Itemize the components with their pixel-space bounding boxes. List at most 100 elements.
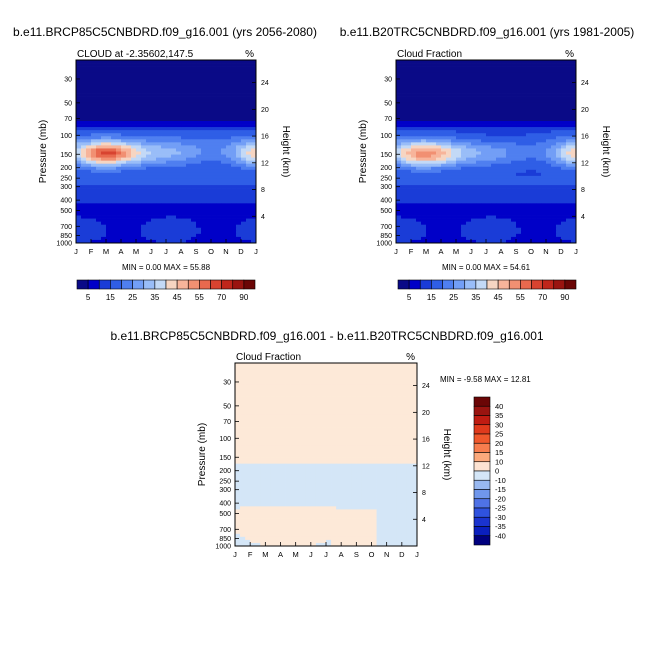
p1-field-cell bbox=[241, 105, 247, 110]
p2-field-cell bbox=[516, 78, 522, 82]
p1-field-cell bbox=[86, 136, 92, 140]
p1-field-cell bbox=[206, 111, 212, 116]
p1-field-cell bbox=[111, 60, 117, 64]
p1-field-cell bbox=[151, 227, 157, 232]
p1-field-cell bbox=[106, 66, 112, 70]
p2-field-cell bbox=[526, 166, 532, 171]
p1-field-cell bbox=[201, 148, 207, 152]
p1-field-cell bbox=[131, 63, 137, 67]
p3-field-cell bbox=[250, 539, 256, 544]
p3-field-cell bbox=[235, 414, 241, 419]
p2-field-cell bbox=[526, 160, 532, 165]
p1-field-cell bbox=[171, 96, 177, 100]
p2-field-cell bbox=[406, 224, 412, 229]
p1-field-cell bbox=[186, 72, 192, 76]
p1-field-cell bbox=[86, 230, 92, 235]
p1-field-cell bbox=[116, 209, 122, 213]
p1-field-cell bbox=[241, 93, 247, 97]
p1-field-cell bbox=[216, 160, 222, 165]
p2-field-cell bbox=[526, 142, 532, 146]
p1-field-cell bbox=[161, 218, 167, 222]
p1-field-cell bbox=[176, 78, 182, 82]
p1-field-cell bbox=[111, 178, 117, 183]
p2-field-cell bbox=[416, 84, 422, 88]
p2-field-cell bbox=[466, 117, 472, 122]
p2-field-cell bbox=[411, 87, 417, 91]
p1-field-cell bbox=[96, 160, 102, 165]
p2-field-cell bbox=[541, 105, 547, 110]
p1-field-cell bbox=[231, 175, 237, 180]
p2-field-cell bbox=[506, 148, 512, 152]
p1-field-cell bbox=[231, 185, 237, 189]
p3-field-cell bbox=[245, 381, 251, 385]
p1-field-cell bbox=[201, 172, 207, 177]
p1-field-cell bbox=[241, 154, 247, 158]
p1-field-cell bbox=[126, 209, 132, 213]
p3-field-cell bbox=[245, 481, 251, 486]
p2-field-cell bbox=[551, 218, 557, 222]
p2-field-cell bbox=[451, 108, 457, 113]
p2-field-cell bbox=[451, 194, 457, 198]
p1-field-cell bbox=[196, 209, 202, 213]
p1-field-cell bbox=[196, 108, 202, 113]
p3-field-cell bbox=[270, 366, 276, 370]
p1-field-cell bbox=[156, 175, 162, 180]
p1-field-cell bbox=[196, 142, 202, 146]
p3-field-cell bbox=[260, 393, 266, 397]
p1-field-cell bbox=[181, 206, 187, 210]
p1-field-cell bbox=[91, 157, 97, 161]
p1-field-cell bbox=[196, 185, 202, 189]
p2-field-cell bbox=[471, 151, 477, 155]
p2-field-cell bbox=[491, 75, 497, 79]
p1-field-cell bbox=[111, 90, 117, 94]
p1-field-cell bbox=[166, 221, 172, 226]
p2-field-cell bbox=[486, 81, 492, 85]
p1-field-cell bbox=[201, 175, 207, 180]
p1-field-cell bbox=[251, 114, 257, 119]
p2-field-cell bbox=[441, 139, 447, 143]
p2-field-cell bbox=[431, 87, 437, 91]
p1-field-cell bbox=[241, 121, 247, 125]
p2-field-cell bbox=[536, 182, 542, 186]
p1-field-cell bbox=[236, 102, 242, 107]
p1-field-cell bbox=[81, 78, 87, 82]
p2-field-cell bbox=[481, 227, 487, 232]
p1-field-cell bbox=[116, 215, 122, 219]
p2-field-cell bbox=[496, 148, 502, 152]
p1-field-cell bbox=[206, 154, 212, 158]
p1-field-cell bbox=[201, 124, 207, 128]
p1-field-cell bbox=[81, 224, 87, 229]
p1-field-cell bbox=[151, 178, 157, 183]
p1-field-cell bbox=[171, 197, 177, 201]
p1-field-cell bbox=[241, 163, 247, 168]
p1-field-cell bbox=[76, 215, 82, 219]
p2-field-cell bbox=[396, 121, 402, 125]
p3-field-cell bbox=[260, 512, 266, 516]
p1-field-cell bbox=[76, 139, 82, 143]
p2-field-cell bbox=[416, 233, 422, 238]
p2-field-cell bbox=[486, 87, 492, 91]
p1-field-cell bbox=[181, 142, 187, 146]
p1-field-cell bbox=[151, 221, 157, 226]
p2-field-cell bbox=[426, 206, 432, 210]
p1-field-cell bbox=[231, 117, 237, 122]
p3-field-cell bbox=[260, 524, 266, 529]
p2-field-cell bbox=[451, 218, 457, 222]
p1-field-cell bbox=[241, 233, 247, 238]
p1-y2-tick-label: 24 bbox=[261, 80, 269, 87]
p1-field-cell bbox=[186, 145, 192, 149]
p2-field-cell bbox=[516, 194, 522, 198]
p2-field-cell bbox=[436, 233, 442, 238]
p2-field-cell bbox=[481, 157, 487, 161]
p1-field-cell bbox=[116, 166, 122, 171]
p2-field-cell bbox=[446, 72, 452, 76]
p1-field-cell bbox=[86, 75, 92, 79]
p2-field-cell bbox=[526, 227, 532, 232]
p2-field-cell bbox=[431, 215, 437, 219]
p1-field-cell bbox=[136, 206, 142, 210]
p2-field-cell bbox=[406, 203, 412, 207]
p1-field-cell bbox=[151, 230, 157, 235]
p2-field-cell bbox=[516, 236, 522, 241]
p2-field-cell bbox=[536, 114, 542, 119]
p1-field-cell bbox=[91, 136, 97, 140]
